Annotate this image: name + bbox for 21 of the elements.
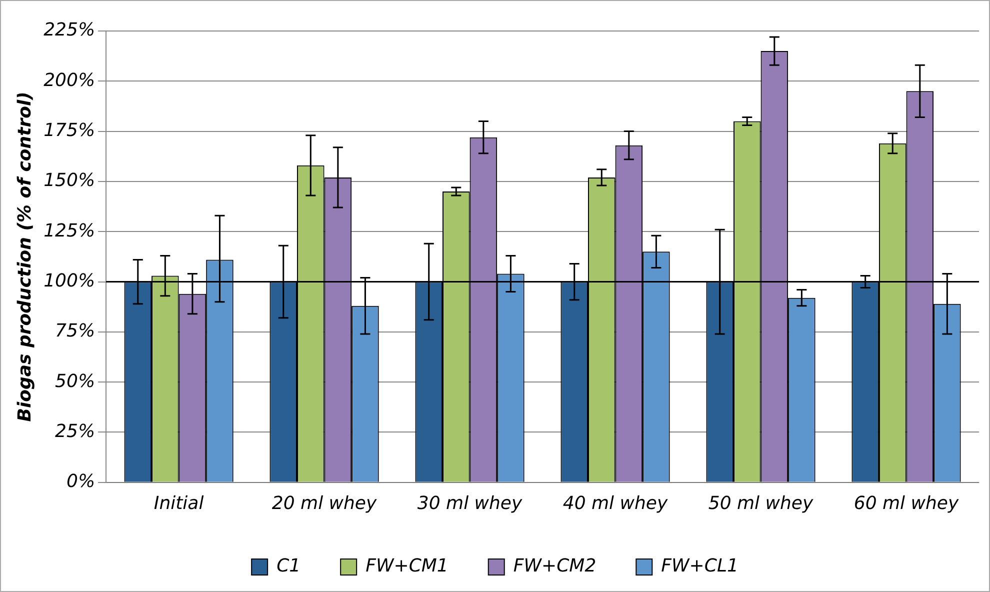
y-tick-label: 0% bbox=[66, 471, 96, 492]
y-tick-label: 100% bbox=[44, 270, 96, 292]
legend-label: FW+CM1 bbox=[366, 556, 448, 577]
legend-label: FW+CL1 bbox=[661, 556, 738, 577]
x-tick-label: Initial bbox=[154, 492, 204, 514]
legend-label: FW+CM2 bbox=[513, 556, 596, 577]
legend-label: C1 bbox=[276, 556, 301, 577]
y-tick-label: 50% bbox=[55, 370, 96, 392]
x-tick-label: 30 ml whey bbox=[417, 492, 522, 514]
y-tick-label: 200% bbox=[44, 70, 96, 91]
y-tick-label: 75% bbox=[55, 320, 96, 342]
y-tick-label: 225% bbox=[44, 20, 96, 41]
x-tick-label: 40 ml whey bbox=[562, 492, 668, 514]
y-tick-label: 25% bbox=[55, 420, 96, 442]
y-tick-label: 125% bbox=[44, 220, 96, 242]
x-tick-label: 20 ml whey bbox=[272, 492, 378, 514]
x-tick-label: 50 ml whey bbox=[708, 492, 814, 514]
y-tick-label: 175% bbox=[44, 120, 96, 141]
x-tick-label: 60 ml whey bbox=[854, 492, 959, 514]
y-tick-label: 150% bbox=[44, 170, 96, 192]
y-axis-title: Biogas production (% of control) bbox=[14, 92, 36, 422]
